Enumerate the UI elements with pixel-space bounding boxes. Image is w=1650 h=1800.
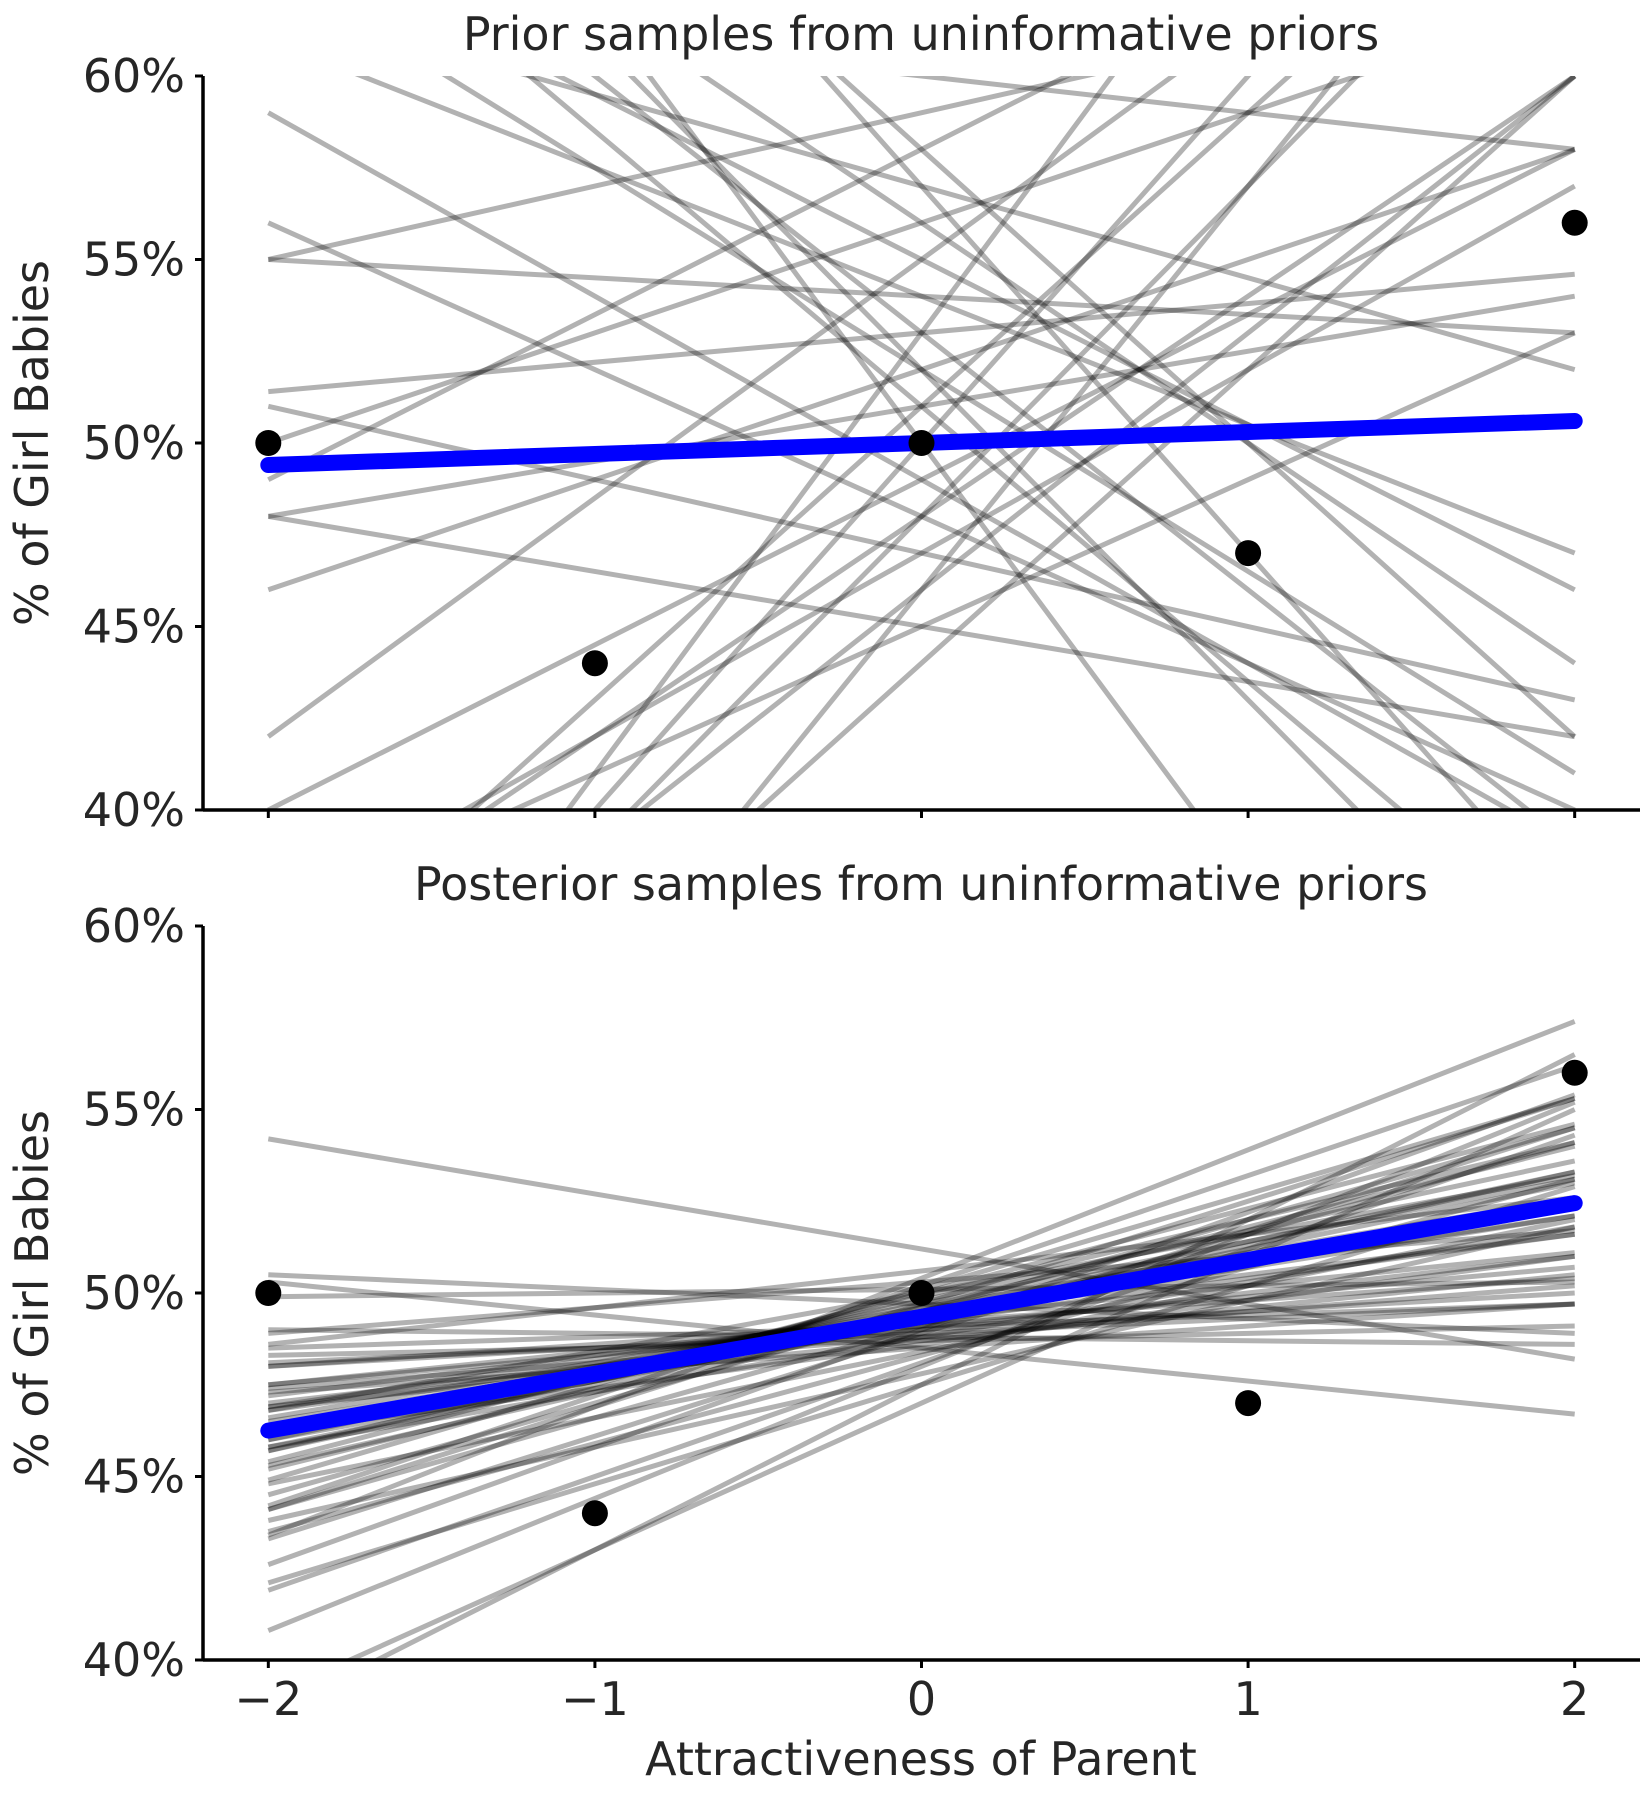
sample-line bbox=[267, 110, 1515, 810]
sample-line bbox=[564, 76, 1116, 810]
sample-line bbox=[520, 76, 1576, 373]
data-point bbox=[908, 1280, 935, 1306]
sample-line bbox=[354, 76, 1576, 556]
chart-title: Prior samples from uninformative priors bbox=[463, 7, 1379, 61]
sample-line bbox=[899, 76, 1575, 152]
mean-line-group bbox=[260, 1195, 1583, 1439]
sample-line bbox=[525, 76, 1405, 810]
sample-line bbox=[267, 513, 1576, 740]
sample-line bbox=[459, 183, 1576, 810]
sample-line bbox=[267, 1253, 1576, 1435]
data-point bbox=[581, 1500, 608, 1527]
sample-line bbox=[268, 1264, 1575, 1388]
sample-line bbox=[267, 76, 1097, 262]
sample-line bbox=[267, 1132, 1576, 1593]
mean-line bbox=[260, 1195, 1583, 1439]
sample-line bbox=[267, 1184, 1576, 1586]
sample-line bbox=[268, 1283, 1575, 1391]
sample-line bbox=[267, 1019, 1576, 1538]
y-tick-label: 50% bbox=[83, 1266, 185, 1320]
sample-line bbox=[268, 1279, 1575, 1417]
y-tick-label: 40% bbox=[83, 1633, 185, 1687]
y-tick-label: 60% bbox=[83, 899, 185, 953]
prior-samples-panel: Prior samples from uninformative priors … bbox=[5, 7, 1640, 837]
data-point bbox=[1561, 1059, 1588, 1086]
sample-line bbox=[267, 1224, 1576, 1450]
x-axis-ticks: −2 −1 0 1 2 bbox=[234, 1660, 1589, 1726]
sample-line bbox=[267, 147, 1576, 593]
sample-line bbox=[268, 1301, 1575, 1351]
sample-line bbox=[267, 293, 1576, 519]
sample-line bbox=[267, 1125, 1576, 1542]
x-tick-label: 1 bbox=[1233, 1672, 1262, 1726]
sample-line bbox=[740, 76, 1341, 810]
y-tick-label: 60% bbox=[83, 49, 185, 103]
data-point bbox=[1561, 209, 1588, 236]
sample-line bbox=[268, 1301, 1575, 1395]
sample-line bbox=[267, 220, 1576, 810]
sample-line bbox=[343, 1107, 1576, 1660]
chart-title: Posterior samples from uninformative pri… bbox=[414, 857, 1428, 911]
x-tick-label: −2 bbox=[234, 1672, 302, 1726]
observed-points bbox=[255, 209, 1588, 677]
sample-line bbox=[468, 76, 1293, 810]
y-tick-label: 40% bbox=[83, 783, 185, 837]
sample-line bbox=[267, 1143, 1576, 1472]
sample-line bbox=[268, 1323, 1575, 1358]
sample-line bbox=[836, 76, 1577, 739]
sample-line bbox=[699, 76, 1577, 666]
sample-line bbox=[268, 1301, 1575, 1366]
data-point bbox=[255, 430, 282, 456]
data-point bbox=[1235, 1390, 1262, 1417]
sample-line bbox=[820, 76, 1481, 810]
x-tick-label: 0 bbox=[907, 1672, 936, 1726]
y-tick-label: 55% bbox=[83, 1083, 185, 1137]
y-axis-ticks: 40% 45% 50% 55% 60% bbox=[83, 899, 203, 1687]
sample-line bbox=[268, 1253, 1575, 1406]
posterior-samples-panel: Posterior samples from uninformative pri… bbox=[5, 857, 1640, 1786]
x-axis-label: Attractiveness of Parent bbox=[645, 1732, 1197, 1786]
sample-line bbox=[267, 1092, 1576, 1567]
data-point bbox=[581, 650, 608, 677]
sample-line bbox=[268, 1290, 1575, 1369]
y-tick-label: 45% bbox=[83, 1450, 185, 1504]
sample-line bbox=[267, 1136, 1576, 1362]
sample-line bbox=[267, 147, 1576, 810]
sample-line bbox=[266, 76, 1177, 739]
y-tick-label: 45% bbox=[83, 600, 185, 654]
sample-line bbox=[268, 1195, 1575, 1347]
sample-line bbox=[267, 76, 1365, 446]
sample-line bbox=[267, 1140, 1576, 1512]
x-tick-label: 2 bbox=[1560, 1672, 1589, 1726]
y-tick-label: 50% bbox=[83, 416, 185, 470]
data-point bbox=[1235, 540, 1262, 567]
sample-line bbox=[267, 76, 1073, 482]
sample-line bbox=[267, 1224, 1576, 1523]
observed-points bbox=[255, 1059, 1588, 1527]
x-tick-label: −1 bbox=[561, 1672, 629, 1726]
sample-line bbox=[267, 1217, 1576, 1487]
sample-line bbox=[268, 257, 1575, 336]
data-point bbox=[255, 1280, 282, 1306]
sample-line bbox=[268, 1327, 1575, 1347]
sample-line bbox=[590, 76, 1533, 810]
y-axis-ticks: 40% 45% 50% 55% 60% bbox=[83, 49, 203, 837]
sample-line bbox=[268, 271, 1575, 395]
sample-line bbox=[637, 76, 1577, 810]
sample-line bbox=[267, 1099, 1576, 1633]
sample-line bbox=[553, 76, 1576, 593]
sample-lines bbox=[267, 1019, 1576, 1660]
sample-line bbox=[371, 1052, 1576, 1660]
y-tick-label: 55% bbox=[83, 233, 185, 287]
sample-line bbox=[754, 76, 1577, 810]
data-point bbox=[908, 430, 935, 456]
sample-line bbox=[441, 76, 1577, 776]
y-axis-label: % of Girl Babies bbox=[5, 260, 59, 626]
y-axis-label: % of Girl Babies bbox=[5, 1110, 59, 1476]
sample-line bbox=[627, 76, 1361, 810]
